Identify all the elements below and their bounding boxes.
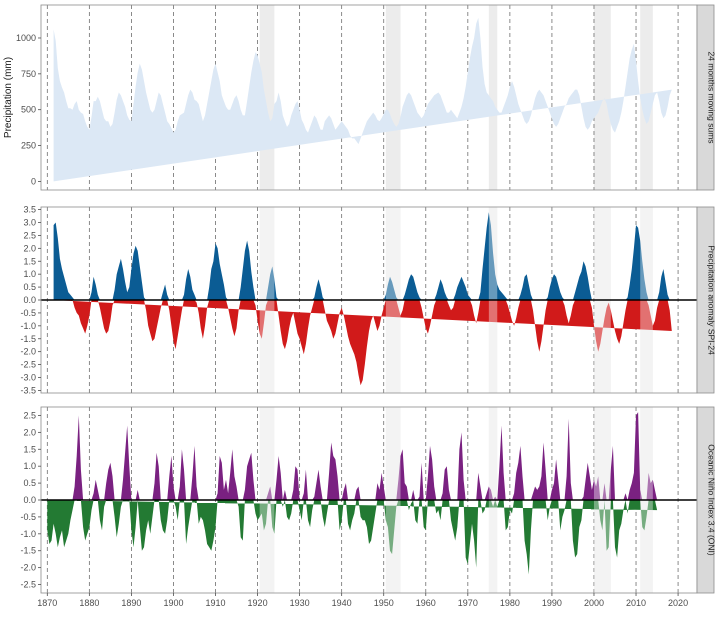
y-tick-label: 750 (21, 69, 36, 79)
y-tick-label: -1.5 (20, 334, 36, 344)
y-tick-label: 1.5 (23, 256, 36, 266)
shaded-period-4 (593, 5, 611, 190)
shaded-period-2 (385, 5, 401, 190)
y-tick-label: 3.5 (23, 205, 36, 215)
x-tick-label: 1920 (248, 598, 268, 608)
y-tick-label: -0.5 (20, 512, 36, 522)
y-tick-label: 1.0 (23, 269, 36, 279)
x-tick-label: 1930 (290, 598, 310, 608)
series-negative-area (53, 300, 672, 386)
shaded-period-3 (488, 5, 498, 190)
y-tick-label: -0.5 (20, 308, 36, 318)
y-tick-label: 2.5 (23, 230, 36, 240)
x-tick-label: 1950 (374, 598, 394, 608)
x-tick-label: 1960 (416, 598, 436, 608)
y-tick-label: -1.0 (20, 529, 36, 539)
x-tick-label: 2010 (626, 598, 646, 608)
strip-box (696, 406, 715, 594)
y-tick-label: 0.5 (23, 478, 36, 488)
y-tick-label: 3.0 (23, 218, 36, 228)
series-precipitation-area (53, 17, 672, 182)
x-tick-label: 1870 (37, 598, 57, 608)
x-tick-label: 2020 (668, 598, 688, 608)
y-tick-label: -1.5 (20, 546, 36, 556)
y-tick-label: -2.0 (20, 347, 36, 357)
y-axis-label: Precipitation (mm) (3, 57, 14, 138)
y-tick-label: -1.0 (20, 321, 36, 331)
y-tick-label: 1.5 (23, 444, 36, 454)
strip-label: 24 months moving sums (707, 51, 717, 143)
y-tick-label: 500 (21, 105, 36, 115)
y-tick-label: 1000 (16, 33, 36, 43)
y-tick-label: 2.0 (23, 427, 36, 437)
series-negative-area (47, 500, 658, 575)
panel-1: 0 250 500 750 1000 24 months moving sums Preci… (3, 4, 717, 191)
strip-box (696, 4, 715, 191)
x-tick-label: 1970 (458, 598, 478, 608)
series-positive-area (47, 412, 658, 500)
y-tick-label: 0 (31, 176, 36, 186)
y-tick-label: 2.5 (23, 410, 36, 420)
y-tick-label: 0.5 (23, 282, 36, 292)
x-tick-label: 1910 (205, 598, 225, 608)
x-tick-label: 2000 (584, 598, 604, 608)
y-tick-label: -2.5 (20, 360, 36, 370)
y-tick-label: -2.5 (20, 580, 36, 590)
series-positive-area (53, 212, 672, 300)
y-tick-label: -3.5 (20, 385, 36, 395)
x-tick-label: 1990 (542, 598, 562, 608)
strip-label: Oceanic Niño Index 3.4 (ONI) (707, 444, 717, 556)
y-tick-label: 1.0 (23, 461, 36, 471)
panel-2: -3.5 -3.0 -2.5 -2.0 -1.5 -1.0 -0.5 0.0 0.5 1.0 1.5… (20, 205, 716, 396)
x-tick-label: 1880 (79, 598, 99, 608)
y-tick-label: 0.0 (23, 295, 36, 305)
x-tick-label: 1980 (500, 598, 520, 608)
x-tick-label: 1900 (163, 598, 183, 608)
y-tick-label: -2.0 (20, 563, 36, 573)
y-tick-label: 250 (21, 141, 36, 151)
x-tick-label: 1940 (332, 598, 352, 608)
panels-root: 0 250 500 750 1000 24 months moving sums Preci… (3, 4, 717, 608)
strip-box (696, 206, 715, 394)
x-tick-label: 1890 (121, 598, 141, 608)
strip-label: Precipitation anomaly SPI-24 (707, 245, 717, 355)
y-tick-label: -3.0 (20, 373, 36, 383)
y-tick-label: 0.0 (23, 495, 36, 505)
y-tick-label: 2.0 (23, 243, 36, 253)
x-axis: 1870 1880 1890 1900 1910 1920 1930 1940 1950 1960… (37, 593, 688, 608)
panel-3: -2.5 -2.0 -1.5 -1.0 -0.5 0.0 0.5 1.0 1.5 2.0 2.5 Oc… (20, 406, 717, 594)
